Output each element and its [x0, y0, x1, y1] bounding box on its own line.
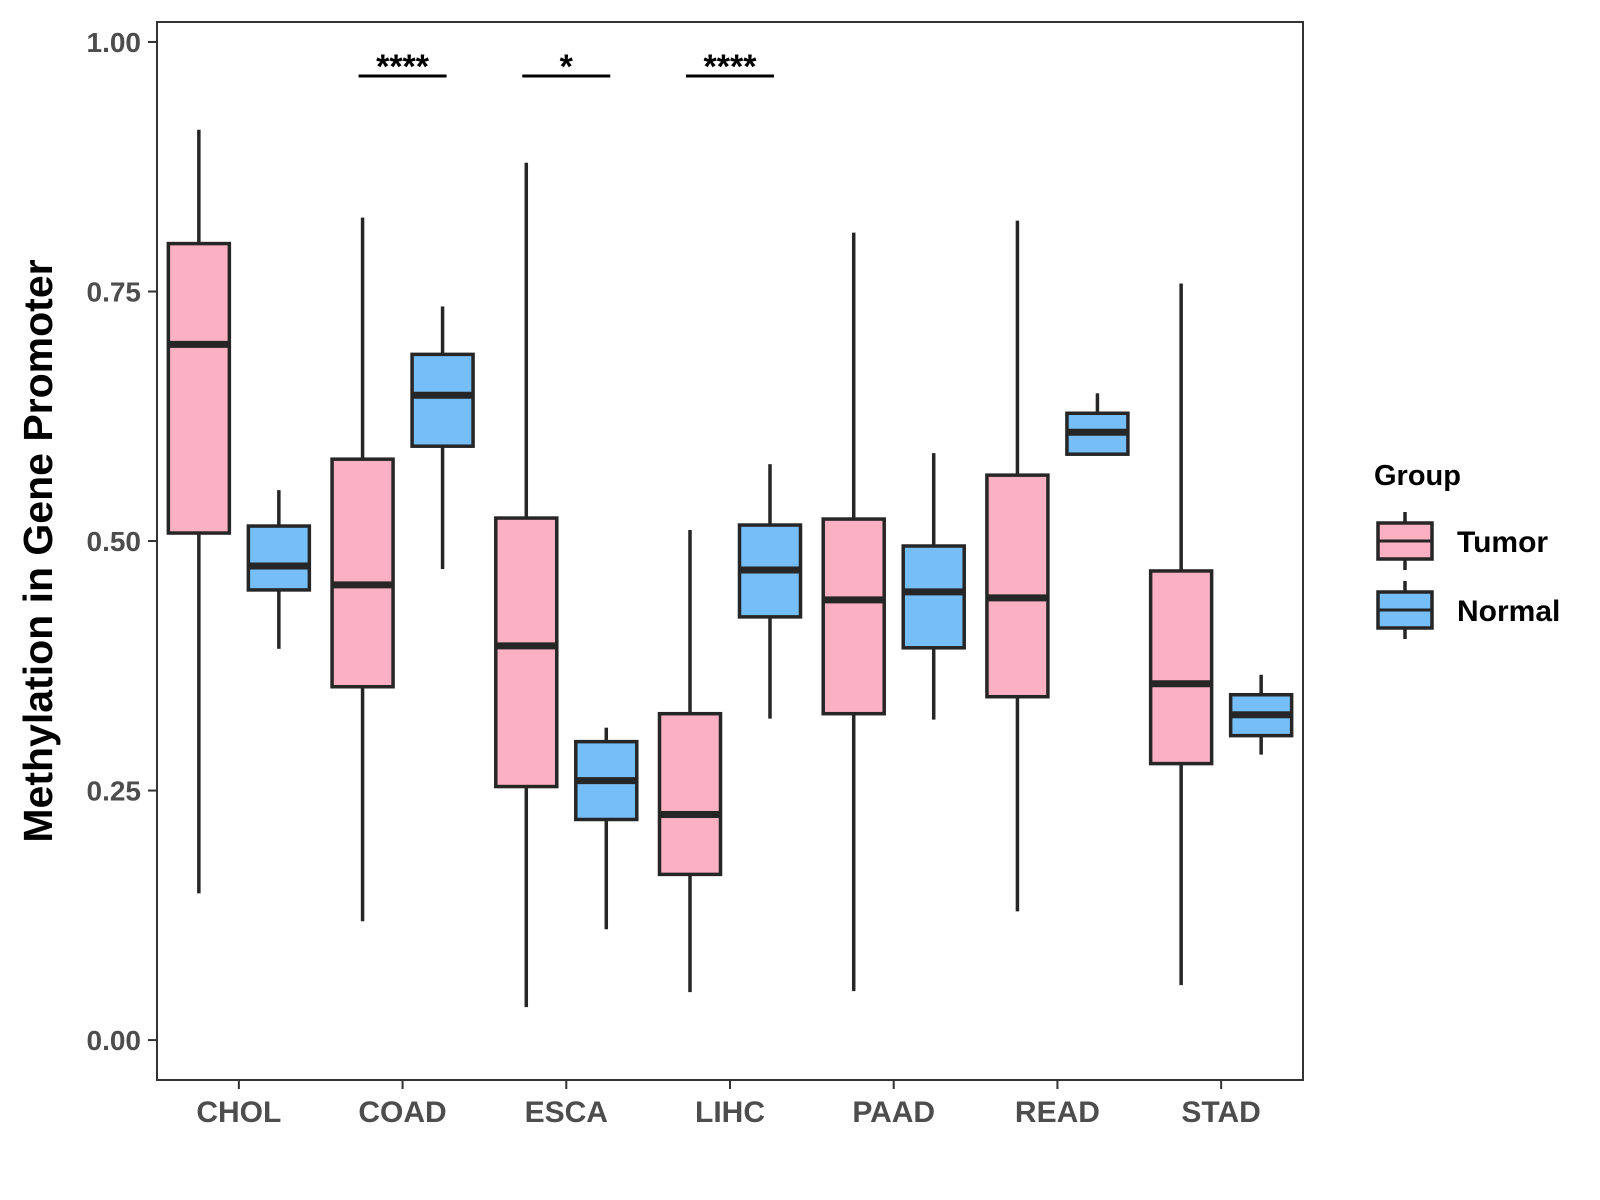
- box-normal-chol: [246, 490, 312, 649]
- box: [657, 711, 723, 877]
- panel-border: [156, 21, 1304, 1081]
- plot-panel: [156, 21, 1304, 1081]
- box: [1148, 569, 1214, 766]
- box-series: [166, 129, 1294, 1008]
- y-tick-label: 0.50: [87, 526, 142, 557]
- box: [821, 517, 886, 716]
- x-tick-label: ESCA: [525, 1096, 608, 1129]
- significance-label: ****: [704, 48, 758, 86]
- box-tumor-coad: [330, 217, 395, 922]
- box: [330, 457, 395, 689]
- box: [901, 544, 966, 650]
- box-normal-read: [1065, 393, 1130, 456]
- y-tick-label: 0.75: [87, 276, 142, 307]
- series-tumor: [166, 129, 1214, 1008]
- legend-item-normal: Normal: [1376, 581, 1560, 639]
- x-tick-label: READ: [1015, 1096, 1100, 1129]
- box-normal-paad: [901, 453, 966, 720]
- x-tick-label: COAD: [358, 1096, 446, 1129]
- x-tick-label: CHOL: [196, 1096, 281, 1129]
- box-tumor-chol: [166, 129, 232, 894]
- legend-label: Normal: [1457, 595, 1560, 628]
- y-tick-label: 1.00: [87, 27, 142, 58]
- box-normal-lihc: [737, 464, 803, 719]
- box-tumor-paad: [821, 232, 886, 992]
- box: [246, 524, 312, 592]
- y-tick-label: 0.00: [87, 1025, 142, 1056]
- box-tumor-read: [985, 220, 1050, 912]
- box: [494, 516, 559, 789]
- x-tick-label: PAAD: [852, 1096, 935, 1129]
- legend: Group Tumor Normal: [1374, 460, 1560, 639]
- box-tumor-lihc: [657, 530, 723, 993]
- box: [985, 473, 1050, 699]
- x-axis: CHOL COAD ESCA LIHC PAAD READ STAD: [196, 1080, 1261, 1129]
- series-normal: [246, 306, 1294, 930]
- x-tick-label: LIHC: [695, 1096, 765, 1129]
- box-tumor-stad: [1148, 283, 1214, 986]
- y-axis: 0.00 0.25 0.50 0.75 1.00: [87, 27, 157, 1056]
- box: [166, 241, 232, 535]
- legend-item-tumor: Tumor: [1376, 512, 1548, 570]
- legend-label: Tumor: [1457, 526, 1548, 559]
- box-normal-stad: [1228, 674, 1294, 755]
- y-tick-label: 0.25: [87, 776, 142, 807]
- significance-label: *: [560, 48, 574, 86]
- y-axis-title: Methylation in Gene Promoter: [15, 259, 61, 842]
- box: [410, 352, 475, 448]
- legend-title: Group: [1374, 460, 1461, 492]
- box-normal-coad: [410, 306, 475, 569]
- significance-annotations: **** * ****: [358, 48, 774, 86]
- box-tumor-esca: [494, 162, 559, 1008]
- x-tick-label: STAD: [1181, 1096, 1260, 1129]
- significance-label: ****: [376, 48, 430, 86]
- box-normal-esca: [574, 727, 639, 930]
